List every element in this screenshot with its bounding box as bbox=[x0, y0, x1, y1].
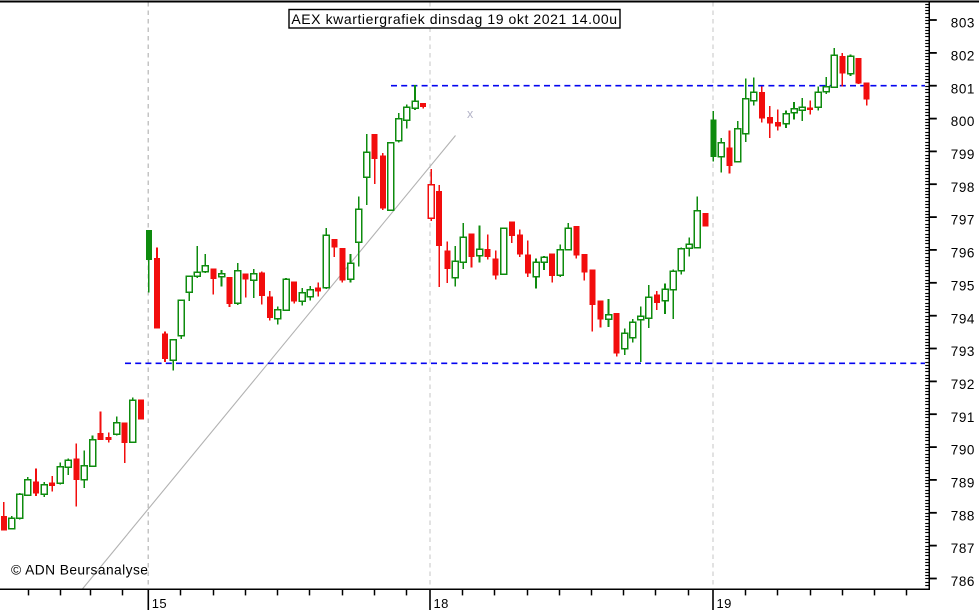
svg-text:15: 15 bbox=[152, 596, 167, 610]
svg-text:796: 796 bbox=[951, 246, 975, 261]
svg-text:801: 801 bbox=[951, 81, 975, 96]
svg-text:18: 18 bbox=[434, 596, 449, 610]
svg-text:793: 793 bbox=[951, 344, 975, 359]
svg-text:802: 802 bbox=[951, 49, 975, 64]
svg-text:789: 789 bbox=[951, 476, 975, 491]
svg-text:788: 788 bbox=[951, 508, 975, 523]
svg-text:797: 797 bbox=[951, 213, 975, 228]
svg-text:787: 787 bbox=[951, 541, 975, 556]
svg-text:790: 790 bbox=[951, 443, 975, 458]
svg-text:AEX kwartiergrafiek dinsdag 19: AEX kwartiergrafiek dinsdag 19 okt 2021 … bbox=[291, 11, 617, 27]
svg-text:x: x bbox=[467, 107, 474, 121]
svg-text:798: 798 bbox=[951, 180, 975, 195]
svg-text:791: 791 bbox=[951, 410, 975, 425]
svg-text:803: 803 bbox=[951, 16, 975, 31]
svg-text:799: 799 bbox=[951, 147, 975, 162]
svg-text:794: 794 bbox=[951, 311, 975, 326]
svg-text:786: 786 bbox=[951, 574, 975, 589]
svg-text:19: 19 bbox=[717, 596, 732, 610]
svg-text:795: 795 bbox=[951, 278, 975, 293]
svg-text:© ADN Beursanalyse: © ADN Beursanalyse bbox=[11, 563, 148, 578]
svg-text:800: 800 bbox=[951, 114, 975, 129]
svg-text:792: 792 bbox=[951, 377, 975, 392]
